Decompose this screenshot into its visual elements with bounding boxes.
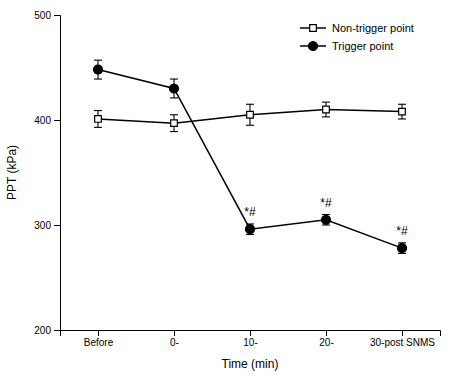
x-tick: 0- [170, 330, 179, 348]
marks [93, 60, 406, 253]
y-tick-label: 500 [34, 10, 51, 21]
error-bar [398, 104, 406, 119]
error-bar [246, 104, 254, 125]
series [93, 60, 406, 253]
y-axis-title: PPT (kPa) [5, 145, 19, 200]
x-tick-mark [402, 330, 403, 336]
x-tick-label: 20- [319, 337, 333, 348]
point [399, 108, 406, 115]
y-tick: 200 [34, 325, 60, 336]
error-bar-cap [398, 118, 406, 119]
error-bar-cap [94, 127, 102, 128]
y-tick: 300 [34, 220, 60, 231]
legend-label: Non-trigger point [332, 22, 414, 34]
error-bar-cap [94, 79, 102, 80]
y-tick: 500 [34, 10, 60, 21]
legend-marker [310, 25, 317, 32]
point [247, 111, 254, 118]
legend: Non-trigger point Trigger point [300, 22, 414, 52]
error-bar-cap [170, 79, 178, 80]
error-bar-cap [170, 114, 178, 115]
point [169, 84, 178, 93]
error-bar [170, 79, 178, 98]
y-tick-label: 200 [34, 325, 51, 336]
error-bar [94, 60, 102, 79]
legend-marker [308, 41, 317, 50]
y-axis-line [54, 16, 61, 331]
annotation: *# [244, 205, 256, 219]
x-tick-label: 0- [170, 337, 179, 348]
chart: 200 300 400 500 Before 0- 10- 20- 30-post SNMS *#… [0, 0, 455, 378]
error-bar-cap [398, 104, 406, 105]
y-tick-mark [54, 15, 60, 16]
error-bar [398, 243, 406, 254]
annotation: *# [396, 224, 408, 238]
error-bar [322, 215, 330, 226]
annotation: *# [320, 196, 332, 210]
x-tick-mark [250, 330, 251, 336]
y-tick-label: 300 [34, 220, 51, 231]
x-tick-label: 30-post SNMS [370, 337, 435, 348]
y-tick-mark [54, 330, 60, 331]
point [171, 120, 178, 127]
legend-item: Trigger point [300, 40, 393, 52]
annotations: *# *# *# [244, 196, 408, 238]
error-bar-cap [94, 60, 102, 61]
x-axis-line [61, 331, 441, 337]
x-tick-mark [98, 330, 99, 336]
x-tick: 20- [319, 330, 333, 348]
y-tick-mark [54, 120, 60, 121]
x-tick-label: 10- [243, 337, 257, 348]
y-tick-label: 400 [34, 115, 51, 126]
point [397, 244, 406, 253]
point [323, 106, 330, 113]
error-bar [94, 111, 102, 128]
error-bar-cap [94, 110, 102, 111]
point [95, 116, 102, 123]
point [93, 65, 102, 74]
error-bar-cap [170, 131, 178, 132]
error-bar-cap [322, 102, 330, 103]
x-axis-title: Time (min) [222, 357, 279, 371]
legend-item: Non-trigger point [300, 22, 414, 34]
x-tick-mark [174, 330, 175, 336]
legend-label: Trigger point [332, 40, 393, 52]
series [94, 102, 406, 131]
x-tick-mark [326, 330, 327, 336]
line [98, 70, 402, 249]
y-tick-mark [54, 225, 60, 226]
error-bar-cap [246, 125, 254, 126]
y-tick: 400 [34, 115, 60, 126]
x-tick: 30-post SNMS [370, 330, 435, 348]
x-tick: Before [84, 330, 114, 348]
x-axis: Before 0- 10- 20- 30-post SNMS [61, 330, 441, 348]
error-bar [322, 102, 330, 117]
point [245, 225, 254, 234]
error-bar-cap [246, 104, 254, 105]
x-tick-label: Before [84, 337, 114, 348]
y-axis: 200 300 400 500 [34, 10, 60, 336]
plot: 200 300 400 500 Before 0- 10- 20- 30-post SNMS *#… [34, 10, 440, 348]
error-bar [246, 224, 254, 235]
error-bar [170, 115, 178, 132]
x-tick: 10- [243, 330, 257, 348]
error-bar-cap [170, 97, 178, 98]
error-bar-cap [322, 116, 330, 117]
point [321, 215, 330, 224]
